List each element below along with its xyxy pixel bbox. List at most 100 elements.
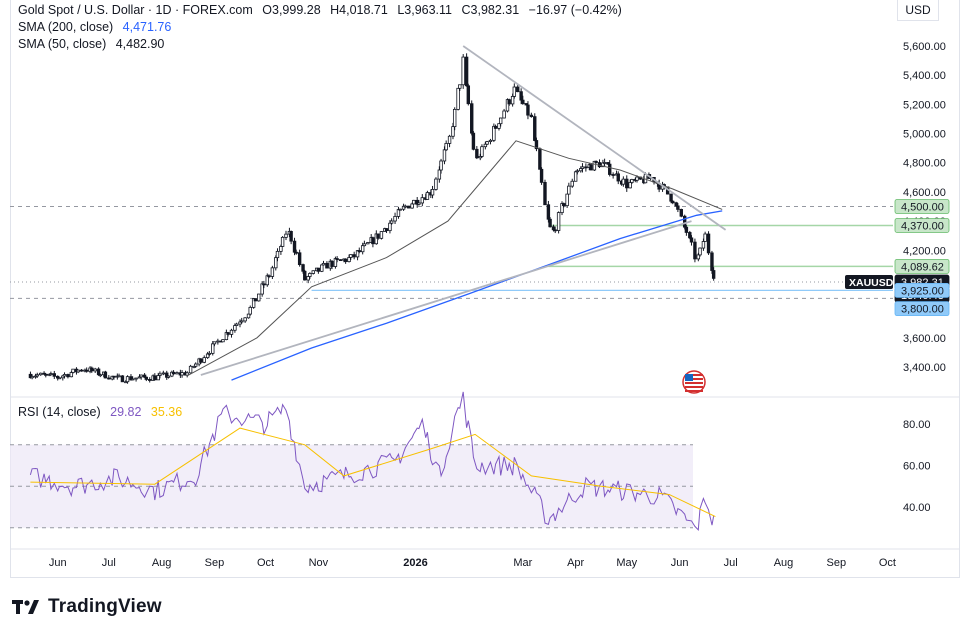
candle-body: [580, 166, 585, 169]
candle-body: [257, 293, 261, 302]
candle-body: [444, 143, 448, 151]
candle-body: [343, 258, 348, 263]
us-flag-icon[interactable]: [682, 370, 706, 394]
candle-body: [669, 193, 673, 202]
candle-body: [274, 257, 278, 269]
candle-body: [437, 169, 442, 180]
candle-body: [412, 199, 416, 205]
candle-body: [246, 313, 251, 319]
indicator-lines-layer: [29, 45, 727, 532]
candle-body: [234, 323, 239, 326]
candle-body: [492, 125, 496, 141]
price-levels-layer: [10, 206, 959, 550]
candle-body: [360, 245, 365, 253]
candle-body: [451, 126, 455, 137]
candle-body: [510, 95, 515, 105]
rsi-ma-line: [30, 427, 716, 518]
candle-body: [211, 343, 215, 354]
sma50-label: SMA (50, close): [18, 37, 107, 51]
axis-price-label-text: 4,500.00: [901, 202, 944, 214]
candle-body: [519, 91, 523, 101]
candle-body: [216, 340, 220, 343]
candle-body: [439, 160, 443, 171]
candle-body: [320, 264, 324, 272]
date-tick-label: Oct: [257, 557, 274, 569]
price-tick-label: 3,400.00: [903, 362, 946, 374]
axis-price-label: [894, 282, 950, 298]
candle-body: [153, 375, 157, 381]
candle-body: [335, 258, 339, 261]
candle-body: [521, 99, 525, 104]
date-tick-label: Jul: [724, 557, 738, 569]
candle-body: [475, 148, 479, 159]
candle-body: [376, 233, 380, 239]
candle-body: [316, 267, 321, 272]
candle-body: [493, 125, 498, 129]
low-value: L3,963.11: [397, 3, 453, 17]
candle-body: [516, 86, 520, 93]
candle-body: [696, 254, 701, 260]
candle-body: [485, 141, 489, 145]
candle-body: [355, 250, 360, 258]
date-tick-label: Apr: [567, 557, 584, 569]
candle-body: [671, 200, 675, 204]
candle-body: [616, 173, 620, 182]
candle-body: [148, 379, 152, 381]
candle-body: [202, 357, 206, 363]
candle-body: [420, 197, 425, 204]
candle-body: [56, 375, 60, 379]
high-value: H4,018.71: [330, 3, 388, 17]
flag-stripe: [685, 390, 703, 392]
candle-body: [96, 368, 101, 376]
candle-body: [260, 283, 264, 295]
date-tick-label: 2026: [403, 557, 427, 569]
rsi-legend[interactable]: RSI (14, close) 29.82 35.36: [18, 404, 188, 420]
symbol-title[interactable]: Gold Spot / U.S. Dollar · 1D · FOREX.com: [18, 3, 253, 17]
candle-body: [142, 374, 147, 378]
price-labels-layer: 4,500.004,370.004,089.623,982.3113:40:43…: [845, 199, 950, 317]
candle-body: [199, 358, 203, 363]
candle-body: [711, 270, 716, 279]
date-tick-label: May: [616, 557, 637, 569]
candle-body: [347, 257, 351, 263]
candle-body: [488, 139, 493, 142]
candle-body: [676, 205, 680, 210]
candle-body: [625, 178, 629, 189]
candle-body: [425, 192, 430, 200]
candle-body: [567, 185, 571, 195]
axis-price-label-text: 4,370.00: [901, 220, 944, 232]
candle-body: [452, 108, 457, 128]
rsi-ma-value: 35.36: [150, 405, 183, 419]
price-tick-label: 5,600.00: [903, 41, 946, 53]
symbol-tag-text: XAUUSD: [849, 277, 894, 289]
candle-body: [107, 377, 111, 380]
currency-button[interactable]: USD: [897, 0, 939, 21]
candle-body: [594, 160, 598, 163]
candle-body: [71, 368, 75, 373]
candle-body: [325, 262, 329, 269]
brand-name: TradingView: [48, 596, 162, 617]
candle-body: [253, 298, 258, 302]
date-tick-label: Sep: [827, 557, 847, 569]
candle-body: [289, 230, 293, 242]
sma200-legend[interactable]: SMA (200, close) 4,471.76: [18, 19, 177, 35]
candle-body: [573, 171, 578, 182]
tradingview-logo[interactable]: TradingView: [12, 596, 162, 618]
sma50-legend[interactable]: SMA (50, close) 4,482.90: [18, 36, 170, 52]
candle-body: [480, 146, 484, 157]
price-tick-label: 5,200.00: [903, 99, 946, 111]
candle-body: [292, 240, 297, 253]
candle-body: [447, 135, 452, 144]
candle-body: [682, 215, 687, 228]
candle-body: [130, 378, 135, 381]
flag-stripe: [685, 374, 703, 376]
candle-body: [166, 375, 171, 378]
candle-body: [393, 216, 397, 222]
date-tick-label: Sep: [205, 557, 225, 569]
candle-body: [330, 260, 334, 267]
candle-body: [301, 264, 305, 272]
candle-body: [502, 110, 506, 119]
candle-body: [470, 103, 474, 134]
candle-body: [483, 143, 488, 148]
